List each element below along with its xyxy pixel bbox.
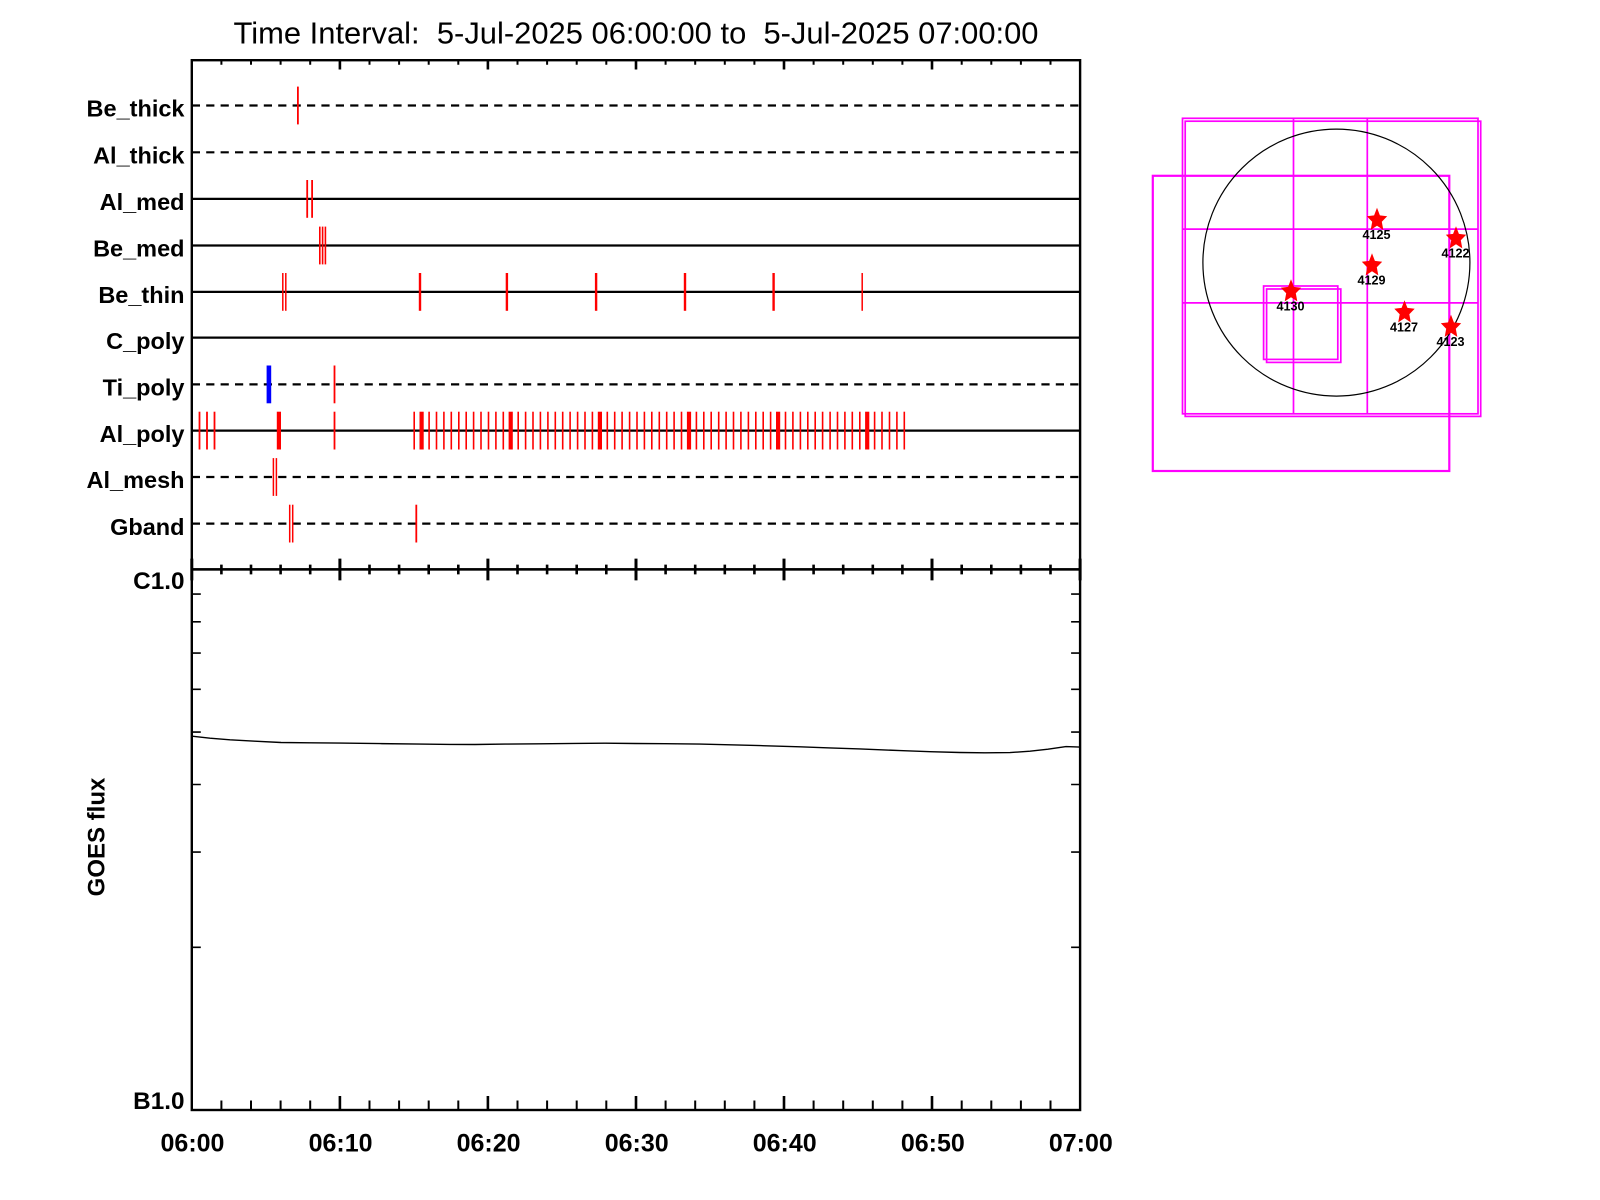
svg-text:Al_med: Al_med xyxy=(100,189,185,215)
svg-text:B1.0: B1.0 xyxy=(133,1088,184,1115)
svg-text:Be_med: Be_med xyxy=(93,236,184,262)
svg-text:4129: 4129 xyxy=(1357,274,1385,288)
svg-text:Al_poly: Al_poly xyxy=(100,421,185,447)
svg-text:Gband: Gband xyxy=(110,514,184,540)
svg-text:06:10: 06:10 xyxy=(309,1130,373,1158)
svg-text:06:00: 06:00 xyxy=(161,1130,225,1158)
svg-text:Al_thick: Al_thick xyxy=(93,143,185,169)
svg-text:Ti_poly: Ti_poly xyxy=(103,375,185,401)
svg-text:06:30: 06:30 xyxy=(605,1130,669,1158)
svg-text:4127: 4127 xyxy=(1390,321,1418,335)
svg-text:07:00: 07:00 xyxy=(1049,1130,1113,1158)
svg-text:4122: 4122 xyxy=(1441,247,1469,261)
svg-text:C1.0: C1.0 xyxy=(133,568,184,595)
svg-text:C_poly: C_poly xyxy=(106,328,184,354)
svg-text:06:40: 06:40 xyxy=(753,1130,817,1158)
svg-text:Be_thick: Be_thick xyxy=(87,96,186,122)
svg-text:Be_thin: Be_thin xyxy=(98,282,184,308)
svg-text:Al_mesh: Al_mesh xyxy=(87,467,185,493)
svg-text:06:50: 06:50 xyxy=(901,1130,965,1158)
svg-text:Time Interval: 5-Jul-2025 06:: Time Interval: 5-Jul-2025 06:00:00 to 5-… xyxy=(234,16,1039,51)
svg-text:GOES flux: GOES flux xyxy=(84,777,111,896)
svg-text:4125: 4125 xyxy=(1362,228,1390,242)
svg-text:4123: 4123 xyxy=(1436,335,1464,349)
svg-text:4130: 4130 xyxy=(1276,300,1304,314)
svg-text:06:20: 06:20 xyxy=(457,1130,521,1158)
